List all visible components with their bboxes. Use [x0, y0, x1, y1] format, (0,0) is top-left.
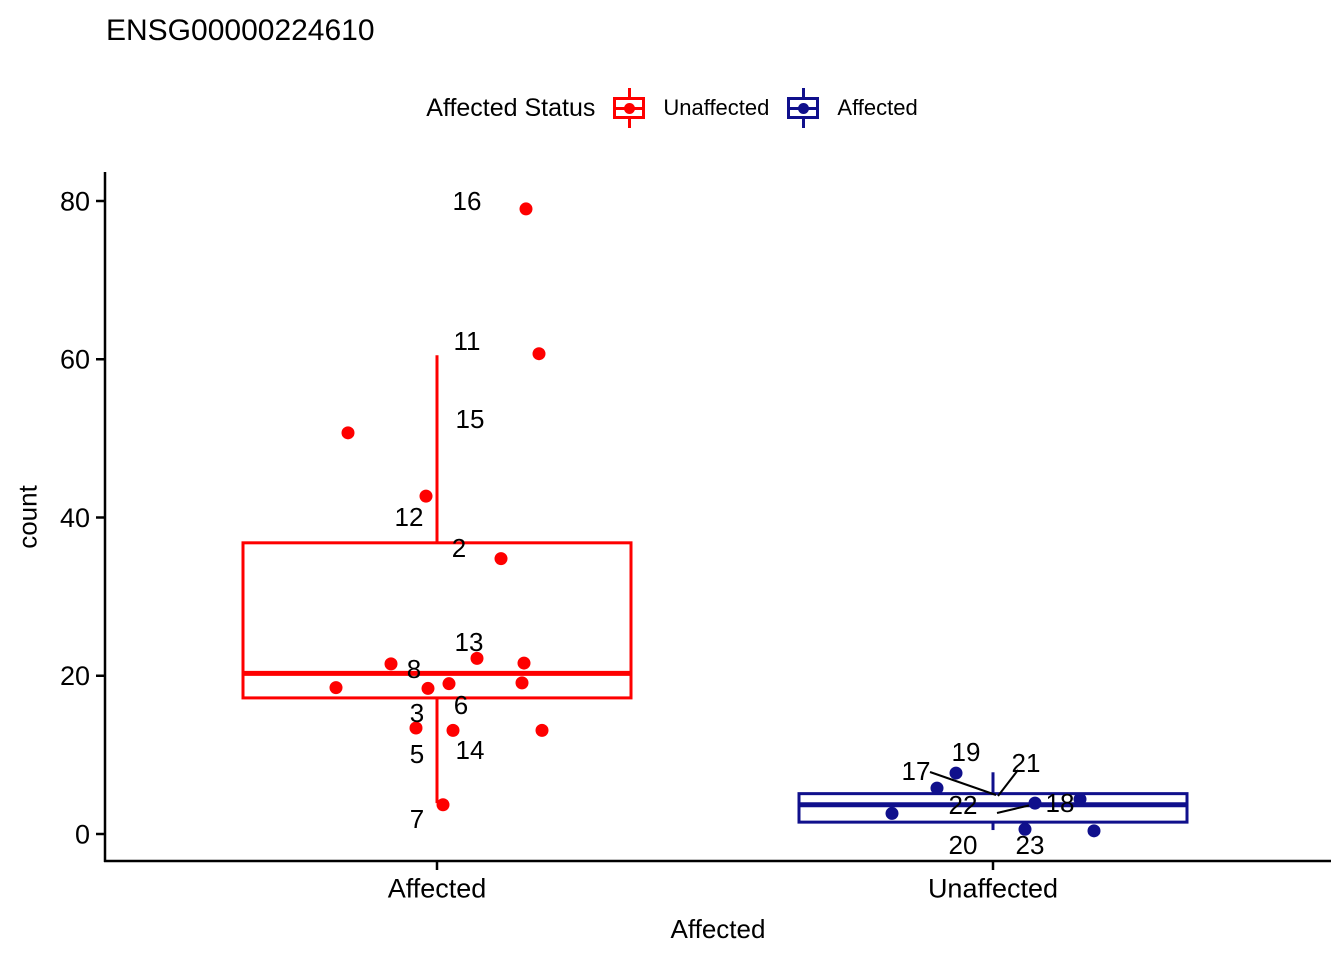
label-leader-line	[929, 771, 997, 796]
point-label: 17	[902, 756, 931, 786]
x-tick-label: Unaffected	[928, 873, 1058, 903]
x-axis-title: Affected	[670, 914, 766, 944]
jitter-point	[532, 347, 546, 361]
point-label: 11	[454, 326, 481, 356]
key-point-dot	[797, 102, 809, 114]
jitter-point	[436, 798, 450, 812]
key-point-dot	[623, 102, 635, 114]
y-tick-label: 0	[75, 819, 90, 849]
boxplot-key-icon	[787, 88, 820, 128]
jitter-point	[446, 723, 460, 737]
legend-label-affected: Affected	[837, 95, 918, 120]
y-tick-label: 40	[60, 503, 90, 533]
key-whisker-top	[801, 88, 805, 97]
box-unaffected	[797, 792, 1189, 824]
jitter-point	[519, 202, 533, 216]
point-label: 18	[1046, 788, 1075, 818]
jitter-point	[329, 681, 343, 695]
point-label: 5	[410, 739, 424, 769]
point-label: 20	[949, 830, 978, 860]
jitter-point	[442, 677, 456, 691]
jitter-point	[930, 781, 944, 795]
x-tick-label: Affected	[388, 873, 487, 903]
legend-title: Affected Status	[426, 93, 596, 122]
jitter-point	[419, 489, 433, 503]
point-label: 16	[453, 186, 482, 216]
key-whisker-bottom	[801, 119, 805, 128]
jitter-point	[470, 651, 484, 665]
point-label: 8	[407, 654, 421, 684]
jitter-point	[421, 681, 435, 695]
jitter-point	[515, 676, 529, 690]
jitter-point	[1028, 796, 1042, 810]
jitter-point	[535, 723, 549, 737]
point-label: 2	[452, 533, 466, 563]
jitter-point	[517, 656, 531, 670]
jitter-point	[1018, 822, 1032, 836]
point-label: 19	[952, 737, 981, 767]
point-label: 21	[1012, 748, 1041, 778]
jitter-point	[341, 426, 355, 440]
jitter-point	[1087, 824, 1101, 838]
point-label: 13	[455, 627, 484, 657]
legend-item-unaffected: Unaffected	[613, 88, 770, 128]
point-label: 22	[949, 790, 978, 820]
y-axis-title: count	[12, 485, 43, 549]
point-label: 14	[456, 735, 485, 765]
jitter-point	[494, 552, 508, 566]
y-tick-label: 80	[60, 186, 90, 216]
point-label: 12	[395, 502, 424, 532]
key-whisker-top	[627, 88, 631, 97]
legend: Affected Status Unaffected Affected	[0, 86, 1344, 130]
label-leader-line	[996, 804, 1032, 814]
legend-label-unaffected: Unaffected	[663, 95, 770, 120]
point-label: 23	[1016, 830, 1045, 860]
y-tick-label: 20	[60, 661, 90, 691]
y-tick-label: 60	[60, 345, 90, 375]
point-label: 3	[410, 698, 424, 728]
jitter-point	[1073, 792, 1087, 806]
point-label: 7	[410, 804, 424, 834]
jitter-point	[409, 721, 423, 735]
legend-item-affected: Affected	[787, 88, 918, 128]
point-label: 15	[456, 404, 485, 434]
boxplot-key-icon	[613, 88, 646, 128]
chart-title: ENSG00000224610	[106, 14, 375, 47]
key-whisker-bottom	[627, 119, 631, 128]
jitter-point	[885, 806, 899, 820]
label-leader-line	[997, 769, 1019, 797]
jitter-point	[949, 766, 963, 780]
jitter-point	[384, 657, 398, 671]
point-label: 6	[454, 690, 468, 720]
